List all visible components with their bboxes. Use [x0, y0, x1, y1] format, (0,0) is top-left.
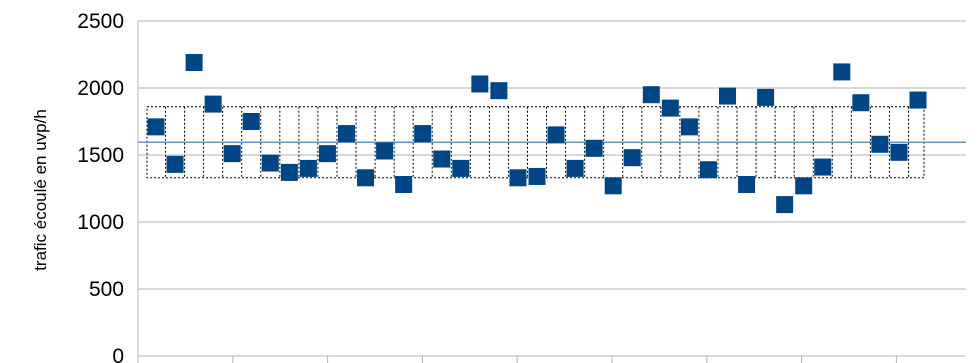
- data-point: [357, 169, 374, 186]
- data-point: [700, 161, 717, 178]
- data-point: [586, 140, 603, 157]
- data-point: [433, 151, 450, 168]
- data-point: [281, 164, 298, 181]
- data-point: [529, 168, 546, 185]
- data-point: [643, 86, 660, 103]
- data-point: [757, 89, 774, 106]
- y-tick-label: 2500: [77, 10, 124, 33]
- data-point: [300, 160, 317, 177]
- y-tick-label: 0: [112, 345, 124, 363]
- data-point: [167, 156, 184, 173]
- data-point: [395, 176, 412, 193]
- data-point: [624, 149, 641, 166]
- y-tick-label: 1000: [77, 211, 124, 234]
- y-tick-label: 500: [89, 278, 124, 301]
- data-point: [452, 160, 469, 177]
- data-point: [833, 63, 850, 80]
- data-point: [262, 155, 279, 172]
- data-point: [548, 126, 565, 143]
- data-point: [852, 94, 869, 111]
- data-point: [186, 54, 203, 71]
- data-point: [319, 145, 336, 162]
- data-point: [490, 82, 507, 99]
- data-point: [471, 75, 488, 92]
- y-tick-label: 1500: [77, 144, 124, 167]
- data-point: [681, 118, 698, 135]
- data-point: [890, 144, 907, 161]
- y-axis-label: trafic écoulé en uvp/h: [31, 109, 50, 271]
- data-point: [605, 177, 622, 194]
- data-point: [338, 125, 355, 142]
- data-point: [205, 96, 222, 113]
- data-point: [567, 160, 584, 177]
- data-point: [414, 125, 431, 142]
- data-point: [509, 169, 526, 186]
- data-points: [148, 54, 927, 213]
- data-point: [719, 88, 736, 105]
- data-point: [795, 177, 812, 194]
- data-point: [224, 145, 241, 162]
- data-point: [148, 118, 165, 135]
- data-point: [243, 113, 260, 130]
- data-point: [776, 196, 793, 213]
- y-tick-label: 2000: [77, 77, 124, 100]
- y-tick-labels: 0 500 1000 1500 2000 2500: [77, 10, 124, 363]
- data-point: [910, 92, 927, 109]
- data-point: [814, 159, 831, 176]
- data-point: [662, 100, 679, 117]
- data-point: [376, 142, 393, 159]
- data-point: [738, 176, 755, 193]
- data-point: [871, 136, 888, 153]
